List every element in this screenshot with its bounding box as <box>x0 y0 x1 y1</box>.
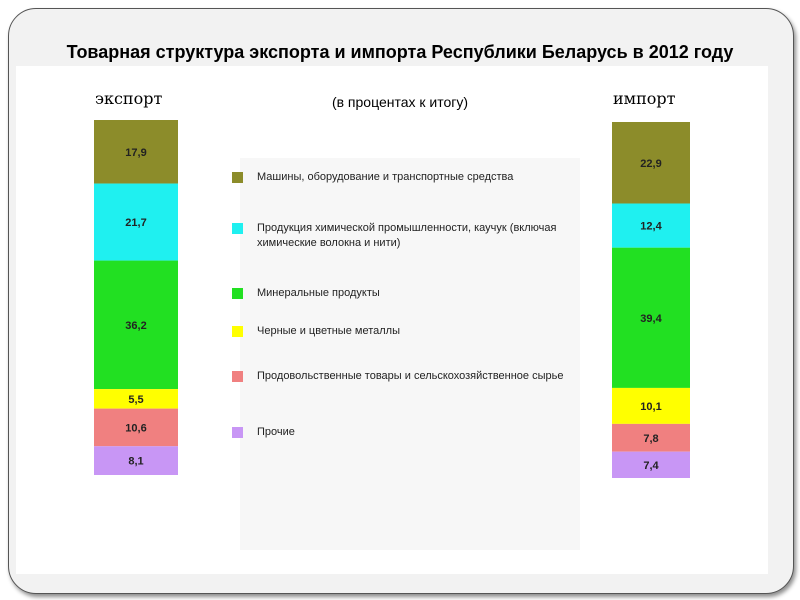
legend-label: Машины, оборудование и транспортные сред… <box>257 171 514 183</box>
data-label-export-0: 17,9 <box>125 147 146 159</box>
bar-segment-import-3 <box>612 387 690 424</box>
bar-segment-export-0 <box>94 120 178 184</box>
bar-segment-import-2 <box>612 247 690 388</box>
data-label-import-3: 10,1 <box>640 401 661 413</box>
bar-segment-export-1 <box>94 183 178 261</box>
data-label-export-2: 36,2 <box>125 320 146 332</box>
legend-label: Минеральные продукты <box>257 287 380 299</box>
legend-label: Продукция химической промышленности, кау… <box>257 222 557 249</box>
legend-swatch <box>232 172 243 183</box>
data-label-export-4: 10,6 <box>125 422 146 434</box>
bar-segment-import-0 <box>612 122 690 204</box>
data-label-import-0: 22,9 <box>640 158 661 170</box>
legend-swatch <box>232 326 243 337</box>
bar-segment-import-5 <box>612 451 690 478</box>
bar-segment-export-5 <box>94 446 178 475</box>
legend-panel <box>240 158 580 550</box>
legend-swatch <box>232 427 243 438</box>
bar-segment-import-1 <box>612 203 690 248</box>
legend-label: Продовольственные товары и сельскохозяйс… <box>257 370 564 382</box>
data-label-import-2: 39,4 <box>640 313 662 325</box>
data-label-export-3: 5,5 <box>128 394 143 406</box>
data-label-import-1: 12,4 <box>640 221 662 233</box>
legend-swatch <box>232 288 243 299</box>
legend-label: Прочие <box>257 426 295 438</box>
bar-segment-export-4 <box>94 408 178 447</box>
data-label-export-5: 8,1 <box>128 456 143 468</box>
bar-segment-export-3 <box>94 389 178 409</box>
bar-segment-export-2 <box>94 260 178 390</box>
data-label-export-1: 21,7 <box>125 217 146 229</box>
bar-segment-import-4 <box>612 423 690 452</box>
category-label-export: экспорт <box>95 89 163 108</box>
legend-label: Черные и цветные металлы <box>257 325 400 337</box>
data-label-import-4: 7,8 <box>643 433 658 445</box>
legend-swatch <box>232 223 243 234</box>
data-label-import-5: 7,4 <box>643 460 659 472</box>
legend-swatch <box>232 371 243 382</box>
category-label-import: импорт <box>613 89 676 108</box>
chart-title: Товарная структура экспорта и импорта Ре… <box>66 42 734 62</box>
chart-subtitle: (в процентах к итогу) <box>331 94 469 110</box>
